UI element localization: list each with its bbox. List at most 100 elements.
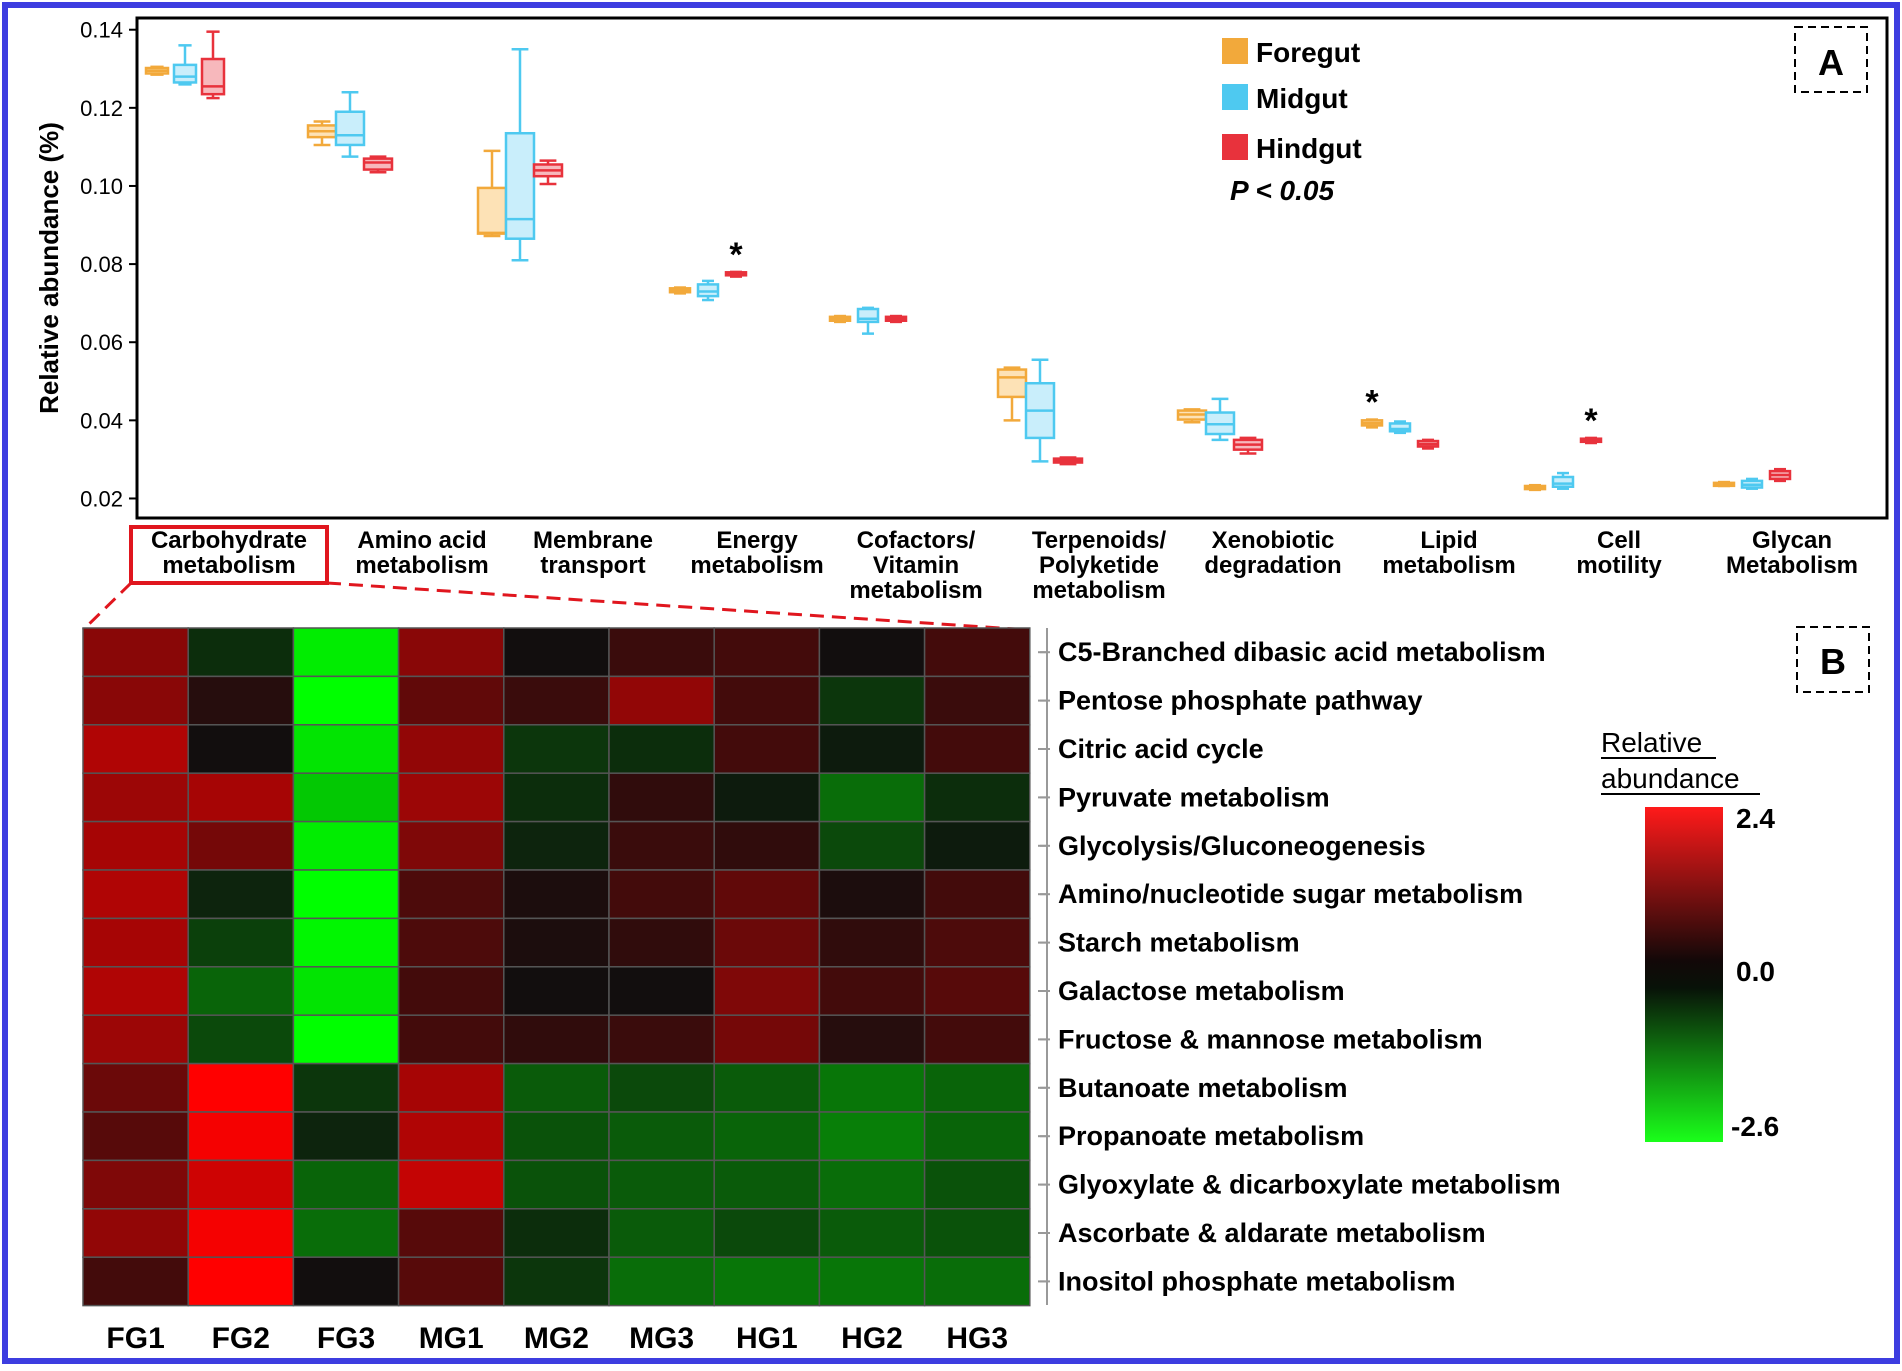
heatmap-cell xyxy=(82,1014,189,1065)
heatmap-cell xyxy=(923,1208,1031,1258)
heatmap-row-label: Amino/nucleotide sugar metabolism xyxy=(1058,879,1523,909)
heatmap-cell xyxy=(503,724,610,774)
heatmap-cell xyxy=(397,917,505,968)
p-value-note: P < 0.05 xyxy=(1230,175,1334,206)
heatmap-cell xyxy=(292,1062,400,1113)
heatmap-cell xyxy=(923,820,1031,871)
heatmap-cell xyxy=(713,966,821,1016)
heatmap-cell xyxy=(187,917,295,968)
heatmap-cell xyxy=(608,966,715,1016)
x-category-label: Metabolism xyxy=(1726,552,1858,579)
panel-label-b: B xyxy=(1820,641,1846,682)
x-category-label: Cofactors/ xyxy=(857,527,976,554)
heatmap-row-label: Glycolysis/Gluconeogenesis xyxy=(1058,831,1426,861)
x-category-label: Xenobiotic xyxy=(1212,527,1335,554)
heatmap-cell xyxy=(292,724,400,774)
heatmap-cell xyxy=(187,1159,295,1210)
heatmap-cell xyxy=(503,1062,610,1113)
heatmap-cell xyxy=(503,917,610,968)
box-foregut-1 xyxy=(144,65,170,76)
heatmap-cell xyxy=(503,869,610,920)
heatmap-cell xyxy=(713,1159,821,1210)
significance-star: * xyxy=(1584,402,1598,440)
y-tick-label: 0.10 xyxy=(80,174,123,199)
heatmap-cell xyxy=(503,820,610,871)
x-category-label: metabolism xyxy=(355,552,488,579)
heatmap-cell xyxy=(187,1062,295,1113)
heatmap-cell xyxy=(82,917,189,968)
heatmap-cell xyxy=(292,1159,400,1210)
y-tick-label: 0.04 xyxy=(80,408,123,433)
heatmap-cell xyxy=(713,917,821,968)
x-category-label: Polyketide xyxy=(1039,552,1159,579)
heatmap-cell xyxy=(923,1111,1031,1162)
heatmap-cell xyxy=(187,1256,295,1307)
heatmap-row-label: Propanoate metabolism xyxy=(1058,1121,1364,1151)
heatmap-column-label: FG1 xyxy=(106,1322,164,1355)
box-foregut-10 xyxy=(1712,480,1736,488)
box-foregut-2 xyxy=(306,120,338,147)
color-scale-mid-label: 0.0 xyxy=(1736,956,1775,987)
heatmap-cell xyxy=(82,966,189,1016)
box-iqr xyxy=(504,131,536,240)
x-category-label: metabolism xyxy=(162,552,295,579)
legend: Foregut Midgut Hindgut P < 0.05 xyxy=(1222,37,1362,206)
heatmap-cell xyxy=(82,1111,189,1162)
heatmap-cell xyxy=(292,1111,400,1162)
heatmap-cell xyxy=(292,869,400,920)
heatmap-cell xyxy=(503,627,610,678)
heatmap-cell xyxy=(292,675,400,726)
heatmap-column-label: MG1 xyxy=(419,1322,484,1355)
heatmap-cell xyxy=(923,1014,1031,1065)
heatmap-row-label: Butanoate metabolism xyxy=(1058,1073,1348,1103)
y-tick-label: 0.08 xyxy=(80,252,123,277)
significance-marks: * * * xyxy=(729,236,1598,440)
box-foregut-4 xyxy=(668,286,692,295)
heatmap-cell xyxy=(397,820,505,871)
heatmap-cell xyxy=(187,724,295,774)
heatmap-cell xyxy=(397,724,505,774)
box-hindgut-8 xyxy=(1416,438,1440,450)
color-scale-max-label: 2.4 xyxy=(1736,803,1775,834)
heatmap-column-label: HG1 xyxy=(736,1322,798,1355)
color-scale-min-label: -2.6 xyxy=(1731,1111,1779,1142)
heatmap-cell xyxy=(713,772,821,823)
heatmap-cell xyxy=(713,627,821,678)
box-iqr xyxy=(362,157,394,171)
heatmap-cell xyxy=(713,1014,821,1065)
color-scale-bar xyxy=(1645,807,1723,1142)
heatmap-cell xyxy=(397,1111,505,1162)
heatmap-cell xyxy=(608,1256,715,1307)
heatmap-cell xyxy=(608,1014,715,1065)
heatmap-cell xyxy=(292,772,400,823)
heatmap-cell xyxy=(818,675,926,726)
x-category-label: Terpenoids/ xyxy=(1032,527,1167,554)
y-axis: 0.02 0.04 0.06 0.08 0.10 0.12 0.14 xyxy=(80,18,137,511)
heatmap-cell xyxy=(503,1014,610,1065)
heatmap-cells xyxy=(82,627,1031,1307)
heatmap-row-label: Starch metabolism xyxy=(1058,928,1300,958)
heatmap-cell xyxy=(818,1111,926,1162)
heatmap-cell xyxy=(818,820,926,871)
heatmap-cell xyxy=(82,724,189,774)
box-hindgut-9 xyxy=(1579,436,1603,445)
heatmap-cell xyxy=(818,1014,926,1065)
box-midgut-2 xyxy=(334,90,366,158)
heatmap-cell xyxy=(82,627,189,678)
heatmap-cell xyxy=(397,772,505,823)
heatmap-cell xyxy=(608,724,715,774)
heatmap-cell xyxy=(713,1111,821,1162)
x-category-label: degradation xyxy=(1204,552,1341,579)
heatmap-cell xyxy=(713,675,821,726)
highlight-box xyxy=(129,525,329,585)
heatmap-column-label: MG2 xyxy=(524,1322,589,1355)
heatmap-cell xyxy=(503,772,610,823)
x-category-label: Lipid xyxy=(1420,527,1477,554)
heatmap-cell xyxy=(608,675,715,726)
heatmap-cell xyxy=(503,966,610,1016)
heatmap-cell xyxy=(187,627,295,678)
heatmap-cell xyxy=(503,1159,610,1210)
heatmap-cell xyxy=(608,1062,715,1113)
heatmap-cell xyxy=(397,1208,505,1258)
panel-label-a-box xyxy=(1794,26,1868,93)
